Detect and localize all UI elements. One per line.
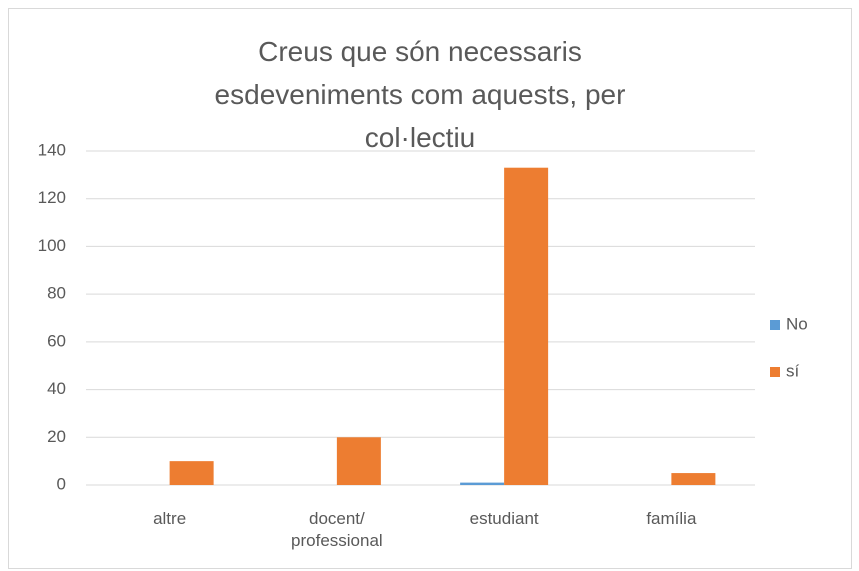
y-tick-label: 20 bbox=[47, 427, 66, 446]
y-tick-label: 60 bbox=[47, 331, 66, 350]
x-tick-label: estudiant bbox=[469, 509, 539, 528]
x-tick-label: docent/ professional bbox=[291, 509, 383, 550]
y-tick-label: 120 bbox=[38, 188, 66, 207]
x-tick-label: altre bbox=[153, 509, 187, 528]
y-tick-label: 0 bbox=[57, 474, 66, 493]
legend-label: sí bbox=[786, 361, 800, 380]
y-tick-label: 40 bbox=[47, 379, 66, 398]
bar bbox=[460, 482, 505, 485]
legend-marker bbox=[770, 320, 780, 330]
bar bbox=[504, 167, 549, 485]
legend-label: No bbox=[786, 314, 808, 333]
bar bbox=[671, 473, 716, 485]
y-tick-label: 100 bbox=[38, 236, 66, 255]
legend-marker bbox=[770, 367, 780, 377]
bar bbox=[169, 461, 214, 485]
bar bbox=[336, 437, 381, 485]
y-tick-label: 140 bbox=[38, 140, 66, 159]
x-tick-label: família bbox=[646, 509, 697, 528]
y-tick-label: 80 bbox=[47, 284, 66, 303]
chart-title: Creus que són necessaris esdeveniments c… bbox=[214, 36, 626, 153]
